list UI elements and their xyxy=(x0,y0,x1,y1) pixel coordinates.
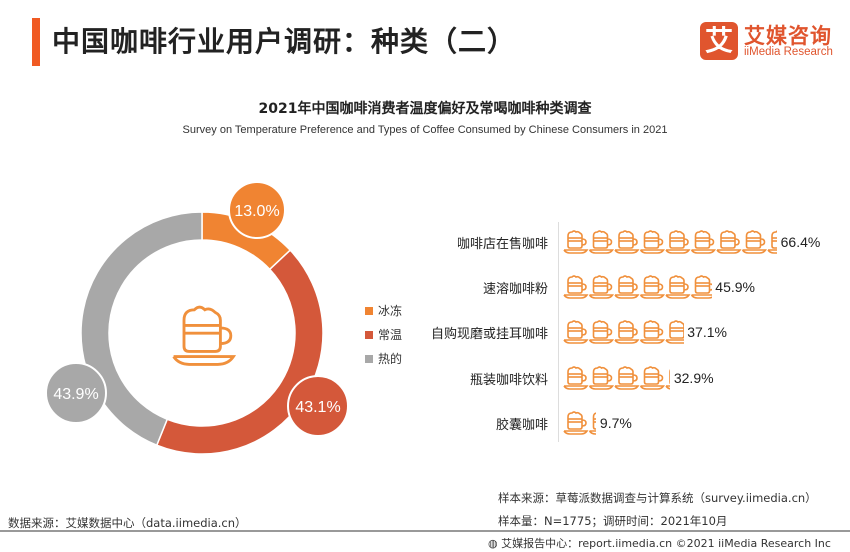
legend-item-hot: 热的 xyxy=(365,350,402,367)
data-label: 43.1% xyxy=(295,399,340,416)
coffee-cup-icon xyxy=(639,230,665,254)
value-label: 9.7% xyxy=(599,415,632,431)
coffee-cup-icon xyxy=(588,320,614,344)
legend-item-room: 常温 xyxy=(365,326,402,343)
coffee-cup-icon xyxy=(563,366,589,390)
coffee-cup-icon xyxy=(614,320,640,344)
category-label: 自购现磨或挂耳咖啡 xyxy=(430,327,548,342)
chart-title: 2021年中国咖啡消费者温度偏好及常喝咖啡种类调查 xyxy=(258,101,592,117)
coffee-cup-icon xyxy=(665,230,691,254)
data-label: 13.0% xyxy=(234,203,279,220)
legend-label: 冰冻 xyxy=(378,304,403,318)
report-credit: ◍ 艾媒报告中心：report.iimedia.cn ©2021 iiMedia… xyxy=(488,535,831,551)
coffee-cup-icon xyxy=(563,230,589,254)
pictogram-bar xyxy=(563,411,596,435)
coffee-cup-icon xyxy=(639,366,665,390)
value-label: 66.4% xyxy=(780,234,821,250)
category-label: 瓶装咖啡饮料 xyxy=(469,373,548,388)
sample-source: 样本来源：草莓派数据调查与计算系统（survey.iimedia.cn） xyxy=(498,491,817,505)
legend-label: 常温 xyxy=(378,328,403,342)
report-text: 艾媒报告中心：report.iimedia.cn ©2021 iiMedia R… xyxy=(501,537,831,550)
coffee-cup-icon xyxy=(588,230,614,254)
coffee-cup-icon xyxy=(716,230,742,254)
value-label: 45.9% xyxy=(715,279,755,295)
axis-line xyxy=(558,222,559,442)
data-label-bubble xyxy=(287,375,349,437)
coffee-cup-icon xyxy=(639,275,665,299)
pictogram-bar xyxy=(563,230,777,254)
coffee-cup-icon xyxy=(172,305,237,366)
legend-swatch xyxy=(365,307,373,315)
data-label-bubble xyxy=(45,362,107,424)
logo-mark: 艾 xyxy=(700,22,738,60)
coffee-cup-icon xyxy=(588,275,614,299)
category-label: 速溶咖啡粉 xyxy=(482,282,548,297)
coffee-cup-icon xyxy=(563,320,589,344)
category-label: 咖啡店在售咖啡 xyxy=(456,237,548,252)
pictogram-bar xyxy=(563,320,684,344)
page-title: 中国咖啡行业用户调研：种类（二） xyxy=(52,25,517,58)
data-label: 43.9% xyxy=(53,386,98,403)
coffee-cup-icon xyxy=(690,275,712,299)
coffee-cup-icon xyxy=(665,368,670,390)
coffee-cup-icon xyxy=(588,412,596,435)
coffee-cup-icon xyxy=(639,320,665,344)
coffee-cup-icon xyxy=(665,320,684,344)
coffee-cup-icon xyxy=(614,230,640,254)
title-accent-bar xyxy=(32,18,40,66)
sample-info: 样本量：N=1775；调研时间：2021年10月 xyxy=(498,514,728,528)
coffee-cup-icon xyxy=(665,275,691,299)
legend-item-frozen: 冰冻 xyxy=(365,302,402,319)
value-label: 37.1% xyxy=(687,324,727,340)
legend-label: 热的 xyxy=(378,352,403,366)
legend-swatch xyxy=(365,355,373,363)
footer-divider xyxy=(0,530,850,532)
coffee-cup-icon xyxy=(614,275,640,299)
globe-icon: ◍ xyxy=(488,537,502,550)
coffee-cup-icon xyxy=(614,366,640,390)
data-source: 数据来源：艾媒数据中心（data.iimedia.cn） xyxy=(8,516,247,530)
legend-swatch xyxy=(365,331,373,339)
coffee-cup-icon xyxy=(563,411,589,435)
pictogram-bar xyxy=(563,275,712,299)
coffee-cup-icon xyxy=(690,230,716,254)
logo-en: iiMedia Research xyxy=(744,46,833,58)
coffee-cup-icon xyxy=(741,230,767,254)
coffee-cup-icon xyxy=(563,275,589,299)
category-label: 胶囊咖啡 xyxy=(495,418,548,433)
logo-cn: 艾媒咨询 xyxy=(744,24,832,48)
coffee-cup-icon xyxy=(588,366,614,390)
coffee-cup-icon xyxy=(767,230,777,254)
value-label: 32.9% xyxy=(673,370,714,386)
logo: 艾 艾媒咨询 iiMedia Research xyxy=(700,22,840,64)
data-label-bubble xyxy=(228,181,286,239)
pictogram-bar xyxy=(563,366,670,390)
chart-subtitle: Survey on Temperature Preference and Typ… xyxy=(182,124,668,136)
